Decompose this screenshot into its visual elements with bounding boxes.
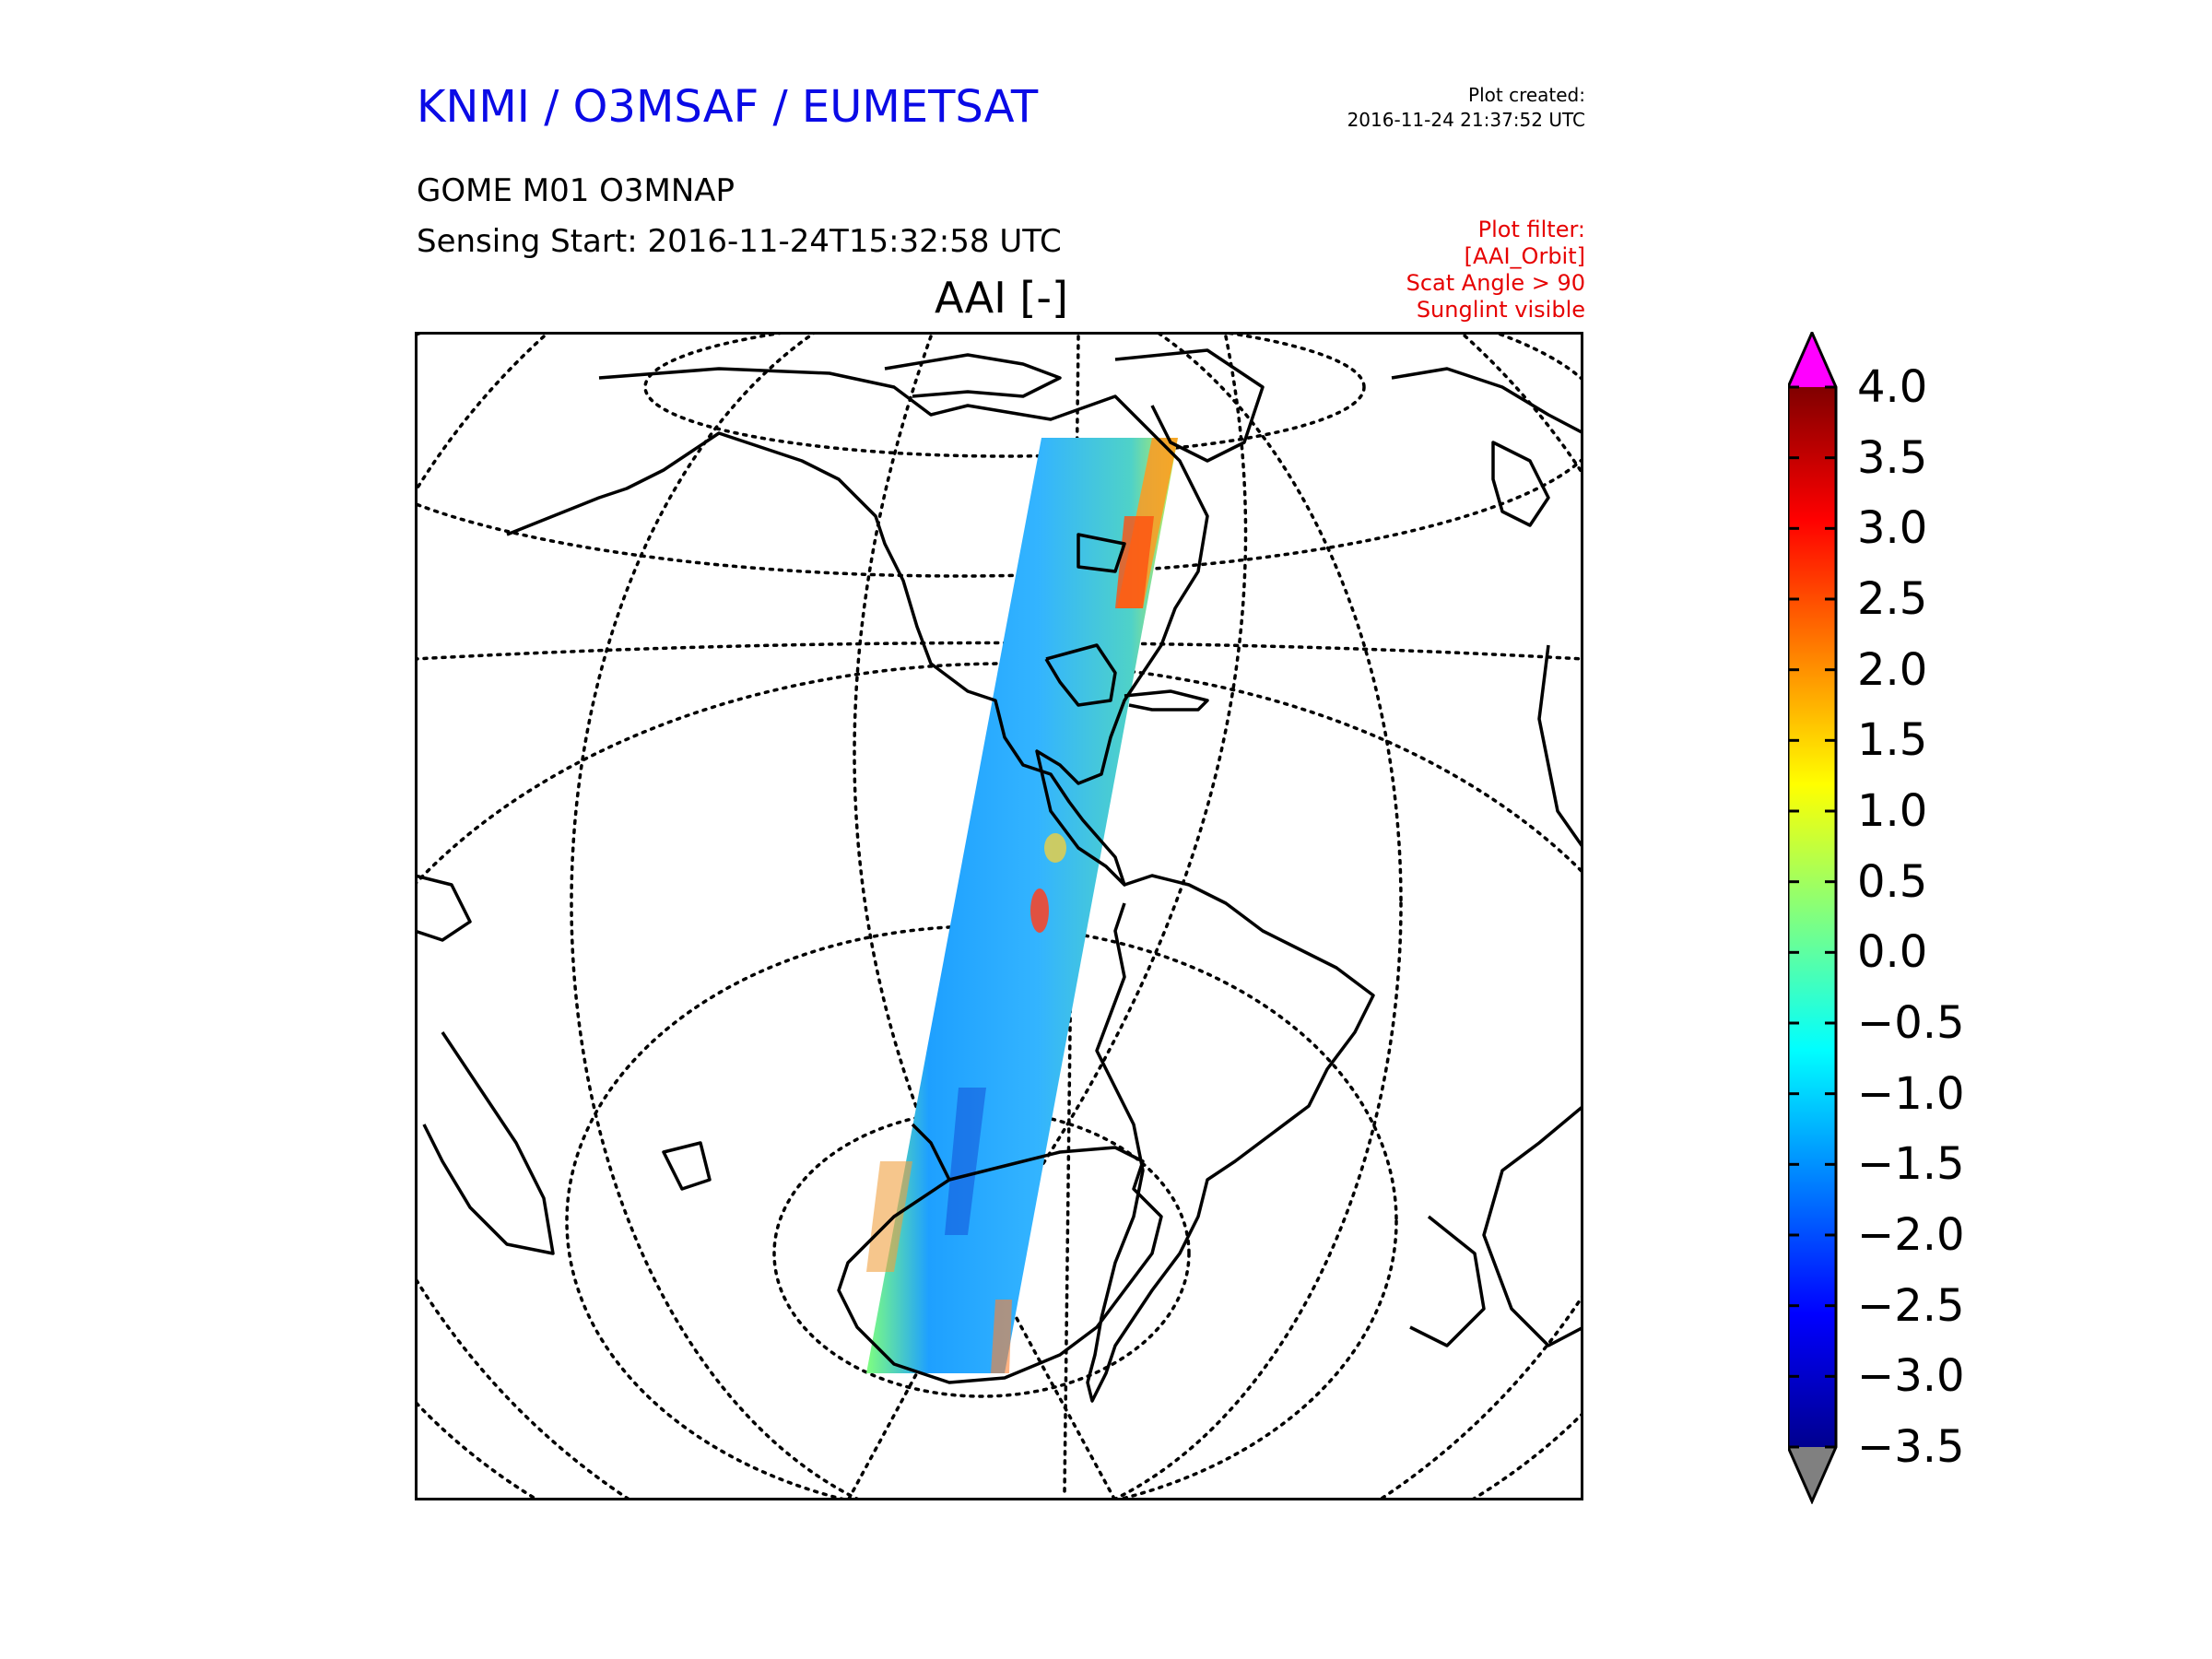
swath-hotspot [1044, 833, 1066, 863]
filter-line-2: [AAI_Orbit] [1464, 243, 1585, 269]
swath-edge [866, 1161, 912, 1272]
colorbar [1788, 332, 1838, 1504]
graticule-line [980, 335, 1248, 1255]
product-name: GOME M01 O3MNAP [417, 172, 735, 209]
new-zealand [662, 1141, 712, 1191]
colorbar-tick-label: 0.0 [1857, 926, 1928, 979]
colorbar-tick-label: −1.0 [1857, 1067, 1965, 1120]
greenland-coast [1114, 348, 1265, 463]
swath-band [866, 438, 1178, 1373]
colorbar-tick-label: 3.0 [1857, 502, 1928, 555]
swath-high-aai [1115, 516, 1154, 608]
cuba-island [1124, 689, 1209, 712]
coastlines [415, 348, 1583, 1403]
filter-line-3: Scat Angle > 90 [1406, 270, 1585, 296]
pacific-island [415, 874, 472, 942]
south-america-coast [1086, 874, 1375, 1403]
graticule-line [643, 332, 1366, 458]
plot-created-value: 2016-11-24 21:37:52 UTC [1347, 109, 1585, 131]
gulf-of-mexico [1044, 643, 1117, 707]
graticule-line [415, 641, 1583, 661]
plot-filter: Plot filter: [AAI_Orbit] Scat Angle > 90… [1406, 217, 1585, 324]
aai-swath [866, 438, 1178, 1373]
europe-coast [1391, 367, 1583, 435]
colorbar-tick-label: 1.0 [1857, 785, 1928, 837]
colorbar-tick-label: −3.0 [1857, 1350, 1965, 1403]
sensing-start: Sensing Start: 2016-11-24T15:32:58 UTC [417, 223, 1062, 260]
antarctica-coast [837, 1146, 1163, 1384]
antarctica-peninsula [1482, 1104, 1583, 1347]
filter-line-1: Plot filter: [1477, 217, 1585, 242]
colorbar-over-triangle [1788, 332, 1836, 387]
organization-title: KNMI / O3MSAF / EUMETSAT [417, 81, 1039, 133]
graticule-line [853, 335, 983, 1255]
island [1491, 441, 1550, 527]
graticule-line [570, 332, 1403, 1500]
graticule-line [565, 924, 1398, 1500]
colorbar-tick-label: 1.5 [1857, 714, 1928, 767]
map-title: AAI [-] [935, 273, 1068, 323]
swath-hotspot [1030, 888, 1049, 933]
colorbar-tick-label: 2.5 [1857, 573, 1928, 625]
colorbar-under-triangle [1788, 1447, 1836, 1502]
colorbar-tick-label: −1.5 [1857, 1138, 1965, 1191]
colorbar-gradient [1788, 387, 1836, 1447]
filter-line-4: Sunglint visible [1416, 297, 1585, 323]
antarctic-peninsula-tip [911, 1123, 951, 1181]
colorbar-tick-label: −3.5 [1857, 1421, 1965, 1473]
map-panel [415, 332, 1583, 1500]
australia-coast [422, 1031, 555, 1255]
colorbar-tick-label: −2.0 [1857, 1209, 1965, 1261]
africa-coast [1537, 644, 1583, 850]
great-lakes [1077, 533, 1126, 573]
graticule-line [415, 332, 1583, 578]
colorbar-tick-label: 2.0 [1857, 643, 1928, 696]
colorbar-tick-label: 0.5 [1857, 855, 1928, 908]
map-frame [415, 332, 1583, 1500]
africa-south [1409, 1215, 1486, 1347]
colorbar-ticks [1788, 385, 1836, 1449]
arctic-islands [884, 353, 1062, 398]
swath-edge [991, 1300, 1012, 1373]
colorbar-tick-label: −0.5 [1857, 997, 1965, 1049]
colorbar-tick-label: −2.5 [1857, 1279, 1965, 1332]
plot-created-label: Plot created: [1468, 84, 1585, 106]
colorbar-tick-label: 4.0 [1857, 361, 1928, 413]
colorbar-tick-label: 3.5 [1857, 431, 1928, 484]
plot-created: Plot created: 2016-11-24 21:37:52 UTC [1347, 83, 1585, 133]
swath-low-aai [945, 1088, 986, 1235]
